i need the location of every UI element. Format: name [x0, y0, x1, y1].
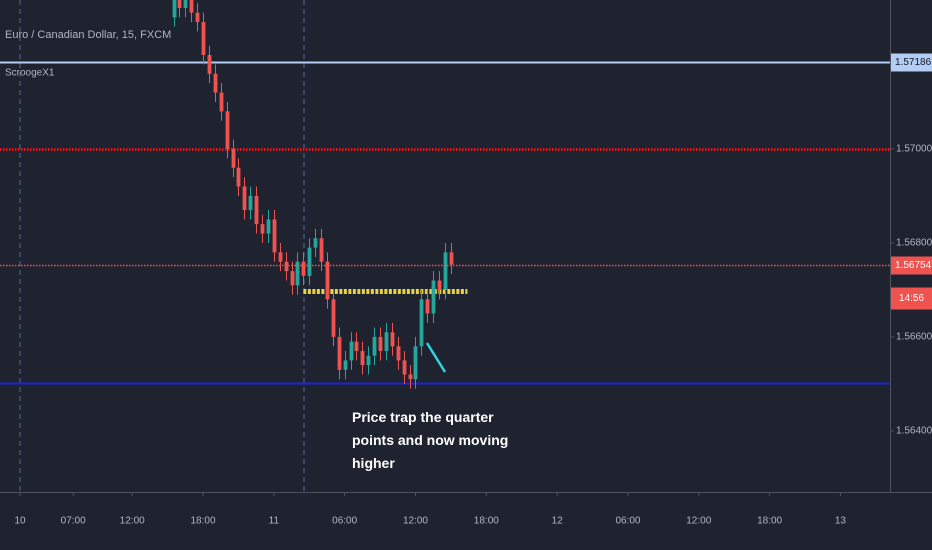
candle-body	[402, 360, 407, 375]
annotation-arrow	[425, 342, 447, 373]
candle-body	[290, 271, 295, 286]
x-tick-label: 18:00	[191, 516, 216, 527]
candle-body	[307, 247, 312, 276]
plot-area	[0, 0, 890, 389]
candle-body	[236, 167, 241, 187]
price-tag-label: 1.57186	[895, 57, 932, 68]
x-tick-label: 12	[552, 516, 564, 527]
last-price-label: 1.56754	[895, 260, 932, 271]
candle-body	[343, 360, 348, 370]
candle-body	[431, 280, 436, 314]
x-tick-label: 10	[15, 516, 27, 527]
price-tag	[891, 53, 932, 72]
candle-body	[325, 261, 330, 300]
candle-body	[254, 195, 259, 225]
annotation-box: Price trap the quarter points and now mo…	[352, 409, 509, 471]
candle-body	[331, 299, 336, 337]
chart-title: Euro / Canadian Dollar, 15, FXCM	[5, 29, 171, 41]
candle-body	[313, 238, 318, 248]
candle-body	[378, 336, 383, 352]
candle-body	[372, 336, 377, 356]
y-tick-label: 1.57000	[896, 144, 932, 155]
candle-body	[449, 252, 454, 265]
candle-body	[443, 252, 448, 290]
candle-body	[337, 336, 342, 370]
candle-body	[425, 299, 430, 314]
y-tick-label: 1.56600	[896, 332, 932, 343]
candle-body	[390, 332, 395, 347]
candle-body	[366, 355, 371, 366]
indicator-name: ScroogeX1	[5, 68, 55, 79]
x-tick-label: 12:00	[403, 516, 428, 527]
candle-body	[272, 219, 277, 253]
candle-body	[172, 0, 177, 18]
candle-body	[207, 54, 212, 74]
candle-body	[231, 148, 236, 168]
candle-body	[301, 261, 306, 276]
candle-body	[260, 224, 265, 234]
candle-body	[319, 238, 324, 262]
x-tick-label: 18:00	[474, 516, 499, 527]
candle-body	[354, 341, 359, 352]
candle-body	[437, 280, 442, 290]
candle-body	[242, 186, 247, 211]
candle-body	[248, 195, 253, 211]
x-tick-label: 12:00	[686, 516, 711, 527]
candle-body	[266, 219, 271, 234]
candle-body	[295, 261, 300, 286]
last-price-tag	[891, 256, 932, 275]
x-tick-label: 07:00	[61, 516, 86, 527]
candle-body	[384, 332, 389, 352]
candle-body	[396, 346, 401, 361]
candle-body	[189, 0, 194, 13]
x-tick-label: 06:00	[332, 516, 357, 527]
candle-body	[225, 111, 230, 149]
annotation-text: Price trap the quarter points and now mo…	[352, 409, 509, 471]
candle-body	[349, 341, 354, 361]
candle-body	[419, 299, 424, 347]
candle-body	[177, 0, 182, 8]
x-tick-label: 12:00	[120, 516, 145, 527]
candle-body	[183, 0, 188, 8]
candle-body	[278, 252, 283, 262]
candle-body	[413, 346, 418, 380]
candle-body	[284, 261, 289, 272]
candle-body	[360, 351, 365, 366]
candle-body	[195, 12, 200, 23]
countdown-label: 14:56	[899, 293, 924, 304]
x-tick-label: 11	[269, 516, 280, 527]
candle-body	[213, 73, 218, 93]
candle-body	[219, 92, 224, 112]
countdown-tag	[891, 287, 932, 310]
x-tick-label: 13	[835, 516, 847, 527]
candle-body	[408, 374, 413, 380]
x-tick-label: 06:00	[615, 516, 640, 527]
y-tick-label: 1.56400	[896, 426, 932, 437]
y-tick-label: 1.56800	[896, 238, 932, 249]
candle-body	[201, 22, 206, 55]
x-tick-label: 18:00	[757, 516, 782, 527]
